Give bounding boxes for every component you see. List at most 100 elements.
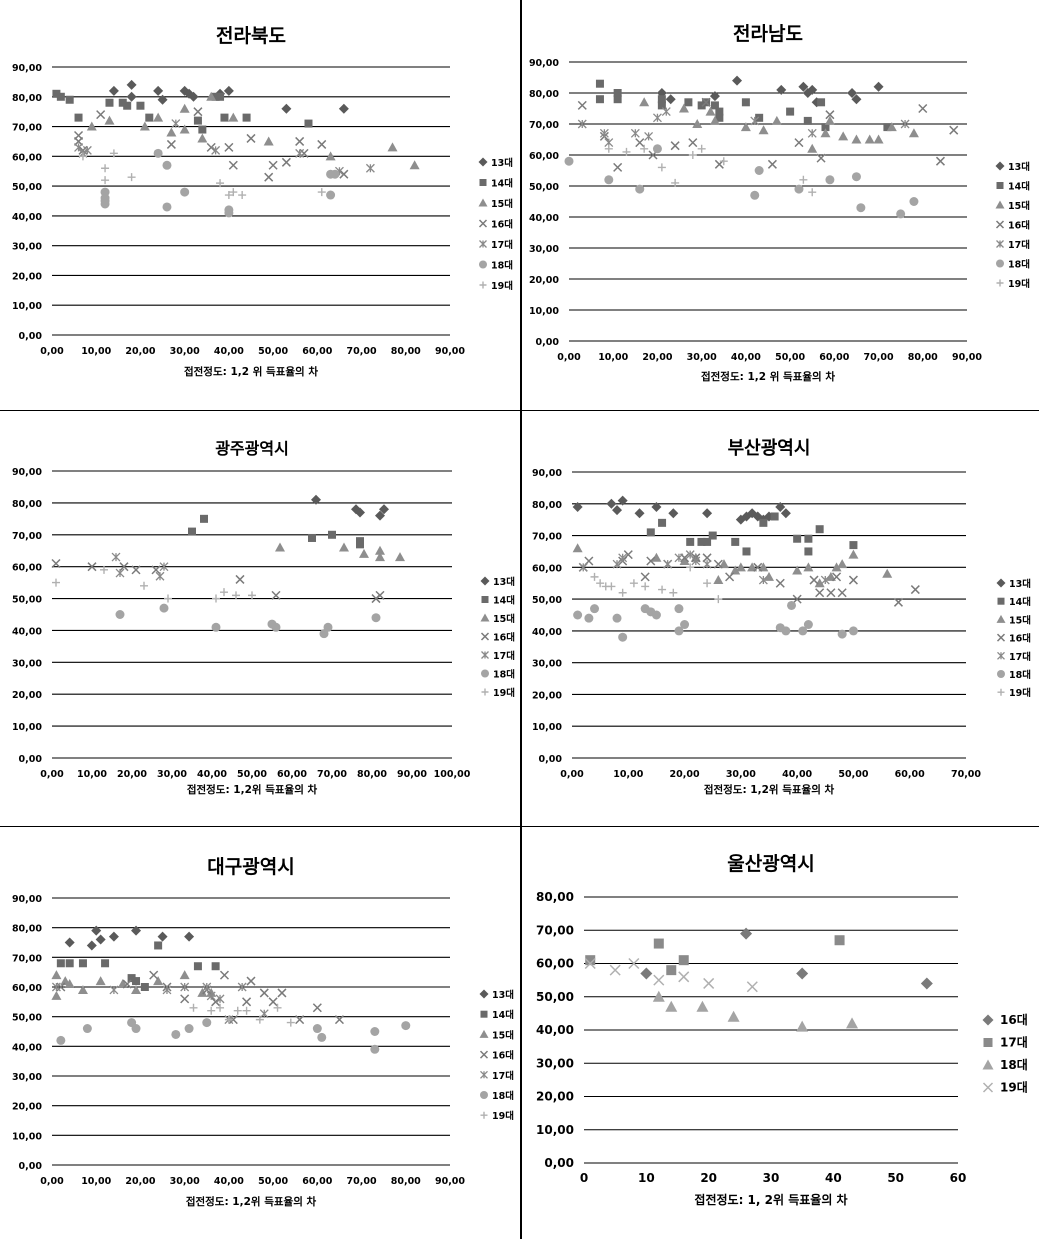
- data-point: [794, 184, 804, 194]
- data-point: [918, 103, 928, 114]
- data-point: [268, 997, 278, 1007]
- legend-label: 14대: [491, 178, 513, 190]
- data-point: [179, 124, 190, 134]
- x-tick-label: 60,00: [819, 352, 849, 363]
- chart-jeollabuk-do: 전라북도 0,00 10,00 20,00 30,00 40,00 50,00 60,00 70…: [0, 0, 520, 410]
- data-point: [709, 115, 720, 125]
- data-point: [775, 501, 786, 512]
- data-point: [651, 610, 661, 620]
- x-tick-label: 30,00: [687, 352, 717, 363]
- data-point: [286, 1018, 295, 1027]
- data-point: [856, 203, 866, 213]
- data-point: [730, 565, 741, 575]
- data-point: [851, 94, 862, 105]
- data-point: [157, 931, 168, 942]
- series-16대: [577, 97, 959, 172]
- x-tick-label: 60,00: [302, 346, 332, 357]
- data-point: [263, 136, 274, 146]
- series-18대: [573, 600, 858, 642]
- x-tick-label: 30,00: [170, 1176, 200, 1187]
- data-point: [703, 579, 712, 588]
- data-point: [216, 179, 225, 188]
- legend-label: 16대: [1009, 633, 1031, 645]
- data-point: [604, 175, 614, 185]
- data-point: [268, 160, 278, 170]
- data-point: [804, 547, 813, 556]
- data-point: [622, 147, 631, 156]
- data-point: [233, 1006, 242, 1015]
- data-point: [334, 1015, 344, 1025]
- data-point: [657, 163, 666, 172]
- data-point: [162, 160, 172, 170]
- data-point: [641, 582, 650, 591]
- data-point: [153, 148, 163, 158]
- x-tick-label: 90,00: [435, 346, 465, 357]
- data-point: [281, 103, 292, 114]
- data-point: [317, 1032, 327, 1042]
- data-point: [798, 81, 809, 92]
- data-point: [949, 125, 959, 135]
- legend: 13대 14대 15대 16대 17대 18대 19대: [479, 989, 514, 1122]
- data-point: [815, 588, 825, 598]
- legend-label: 15대: [1009, 614, 1031, 626]
- data-point: [824, 115, 835, 125]
- data-point: [219, 970, 229, 980]
- series-18대: [56, 1018, 411, 1054]
- data-point: [780, 508, 791, 519]
- data-point: [719, 157, 728, 166]
- data-point: [220, 588, 228, 597]
- y-tick-label: 20,00: [12, 1102, 42, 1113]
- legend: 13대 14대 15대 16대 17대 18대 19대: [996, 578, 1031, 699]
- data-point: [831, 562, 842, 572]
- legend-label: 16대: [1008, 220, 1030, 232]
- data-point: [355, 507, 365, 518]
- data-point: [705, 106, 716, 116]
- data-point: [136, 101, 145, 110]
- data-point: [909, 197, 919, 206]
- data-point: [139, 121, 150, 131]
- x-tick-label: 40,00: [731, 352, 761, 363]
- x-tick-label: 40,00: [197, 769, 227, 780]
- y-tick-label: 20,00: [12, 271, 42, 282]
- data-point: [51, 970, 62, 980]
- data-point: [242, 1006, 251, 1015]
- data-point: [216, 1003, 225, 1012]
- data-point: [590, 572, 599, 581]
- data-point: [157, 94, 168, 105]
- data-point: [666, 965, 677, 976]
- legend-marker: [997, 651, 1005, 660]
- legend-marker: [480, 576, 490, 586]
- x-tick-label: 20,00: [670, 769, 700, 780]
- x-tick-label: 70,00: [347, 346, 377, 357]
- legend-marker: [479, 260, 487, 269]
- data-point: [159, 603, 169, 613]
- y-tick-label: 30,00: [532, 659, 562, 670]
- data-point: [613, 95, 622, 104]
- data-point: [51, 990, 62, 1000]
- data-point: [665, 1000, 678, 1012]
- data-point: [679, 555, 690, 565]
- legend: 13대 14대 15대 16대 17대 18대 19대: [478, 157, 513, 292]
- data-point: [153, 85, 164, 96]
- data-point: [803, 620, 813, 630]
- chart-ulsan: 울산광역시 0,00 10,00 20,00 30,00 40,00 50,00 60,00 7…: [522, 827, 1039, 1239]
- x-tick-label: 90,00: [397, 769, 427, 780]
- series-15대: [639, 97, 919, 153]
- data-point: [246, 976, 256, 986]
- x-tick-label: 0,00: [40, 346, 64, 357]
- legend-marker: [997, 597, 1005, 605]
- data-point: [123, 101, 132, 110]
- data-point: [873, 81, 884, 92]
- x-tick-label: 50,00: [258, 346, 288, 357]
- data-point: [817, 98, 826, 107]
- data-point: [838, 131, 849, 141]
- legend-marker: [983, 1038, 993, 1047]
- data-point: [809, 575, 819, 585]
- data-point: [52, 89, 61, 98]
- data-point: [132, 977, 141, 986]
- data-point: [635, 138, 645, 148]
- data-point: [697, 101, 706, 110]
- data-point: [212, 594, 220, 603]
- legend-label: 13대: [491, 157, 513, 169]
- y-tick-label: 50,00: [12, 1013, 42, 1024]
